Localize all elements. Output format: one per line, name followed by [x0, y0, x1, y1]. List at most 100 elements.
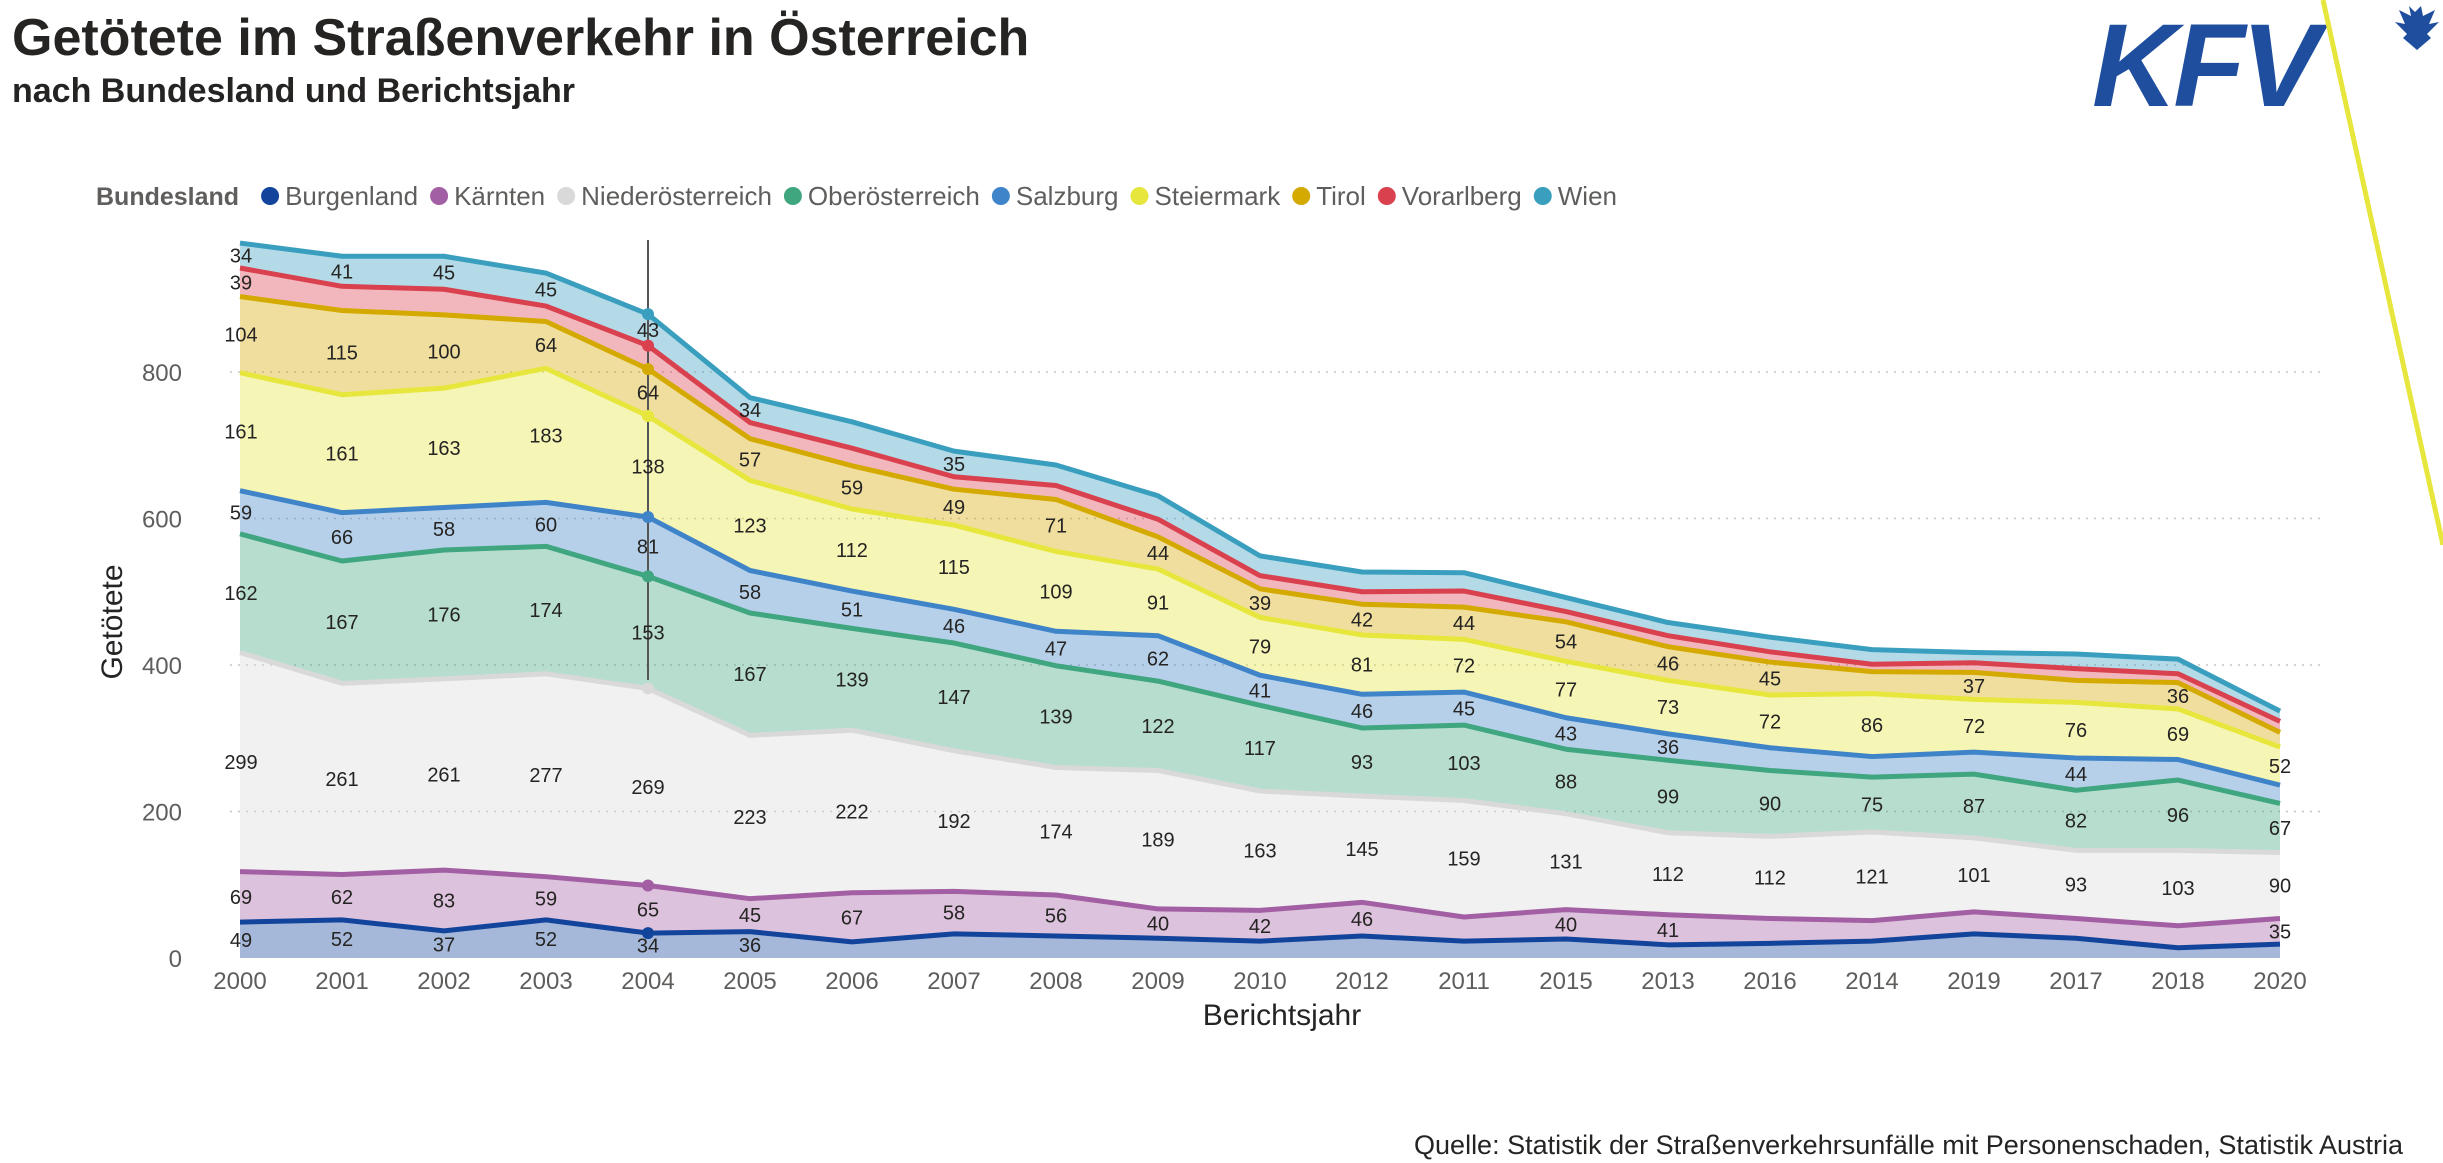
data-label-niederoesterreich: 159	[1447, 849, 1480, 871]
area-kaernten[interactable]	[240, 870, 2280, 948]
data-label-steiermark: 161	[325, 444, 358, 466]
data-label-niederoesterreich: 90	[2269, 875, 2291, 897]
data-label-kaernten: 62	[331, 887, 353, 909]
data-label-niederoesterreich: 121	[1855, 866, 1888, 888]
data-label-steiermark: 91	[1147, 592, 1169, 614]
area-steiermark[interactable]	[240, 368, 2280, 786]
data-label-salzburg: 58	[739, 582, 761, 604]
x-tick-label: 2001	[315, 968, 368, 995]
area-salzburg[interactable]	[240, 490, 2280, 804]
data-label-steiermark: 72	[1453, 656, 1475, 678]
legend-item-niederoesterreich[interactable]: Niederösterreich	[557, 181, 772, 211]
x-tick-label: 2004	[621, 968, 674, 995]
data-label-salzburg: 43	[1555, 723, 1577, 745]
data-label-salzburg: 46	[1351, 701, 1373, 723]
legend-item-kaernten[interactable]: Kärnten	[430, 181, 545, 211]
legend-item-tirol[interactable]: Tirol	[1292, 181, 1366, 211]
data-label-kaernten: 42	[1249, 916, 1271, 938]
data-label-burgenland: 37	[433, 934, 455, 956]
x-tick-label: 2000	[213, 968, 266, 995]
line-salzburg	[239, 488, 2281, 788]
legend-item-burgenland[interactable]: Burgenland	[261, 181, 418, 211]
data-label-wien: 34	[739, 400, 761, 422]
data-label-tirol: 71	[1045, 515, 1067, 537]
data-label-oberoesterreich: 174	[529, 600, 562, 622]
data-label-tirol: 42	[1351, 610, 1373, 632]
data-label-niederoesterreich: 103	[2161, 878, 2194, 900]
data-label-salzburg: 41	[1249, 680, 1271, 702]
kfv-logo-text: KFV	[2092, 0, 2328, 120]
data-label-kaernten: 65	[637, 899, 659, 921]
data-label-niederoesterreich: 269	[631, 777, 664, 799]
data-label-oberoesterreich: 153	[631, 622, 664, 644]
x-tick-label: 2012	[1335, 968, 1388, 995]
eagle-icon	[2395, 6, 2439, 50]
data-label-tirol: 49	[943, 497, 965, 519]
data-label-oberoesterreich: 96	[2167, 805, 2189, 827]
x-tick-label: 2008	[1029, 968, 1082, 995]
x-tick-label: 2014	[1845, 968, 1898, 995]
x-tick-label: 2013	[1641, 968, 1694, 995]
x-axis: 2000 2001 2002 2003 2004 2005 2006 2007 2008 2009…	[213, 968, 2306, 995]
legend-marker	[1377, 187, 1396, 205]
data-label-niederoesterreich: 145	[1345, 839, 1378, 861]
data-label-tirol: 44	[1147, 543, 1169, 565]
y-axis: 0 200 400 600 800	[142, 360, 182, 973]
line-wien	[239, 240, 2282, 714]
kfv-logo: KFV	[2092, 0, 2439, 120]
data-label-salzburg: 59	[230, 502, 252, 524]
data-label-tirol: 54	[1555, 632, 1577, 654]
data-label-steiermark: 52	[2269, 756, 2291, 778]
data-label-salzburg: 51	[841, 600, 863, 622]
x-tick-label: 2002	[417, 968, 470, 995]
x-tick-label: 2019	[1947, 968, 2000, 995]
legend-marker	[1130, 187, 1149, 205]
data-label-burgenland: 52	[535, 929, 557, 951]
hover-marker-niederoesterreich	[642, 682, 654, 695]
legend-item-steiermark[interactable]: Steiermark	[1130, 181, 1282, 211]
hover-marker-salzburg	[642, 511, 654, 524]
data-label-kaernten: 35	[2269, 921, 2291, 943]
data-label-kaernten: 69	[230, 887, 252, 909]
data-label-tirol: 104	[224, 325, 257, 347]
data-label-oberoesterreich: 99	[1657, 786, 1679, 808]
data-label-steiermark: 183	[529, 425, 562, 447]
data-label-oberoesterreich: 139	[1039, 707, 1072, 729]
data-label-oberoesterreich: 139	[835, 669, 868, 691]
hover-marker-tirol	[642, 363, 654, 376]
legend-label: Oberösterreich	[808, 181, 980, 211]
data-label-salzburg: 66	[331, 527, 353, 549]
data-label-burgenland: 34	[637, 936, 659, 958]
data-label-salzburg: 60	[535, 514, 557, 536]
data-label-niederoesterreich: 131	[1549, 852, 1582, 874]
legend-item-salzburg[interactable]: Salzburg	[991, 181, 1119, 211]
line-kaernten	[239, 867, 2281, 929]
data-label-oberoesterreich: 82	[2065, 810, 2087, 832]
data-label-tirol: 57	[739, 450, 761, 472]
y-tick-label: 400	[142, 653, 182, 680]
data-label-oberoesterreich: 75	[1861, 795, 1883, 817]
data-label-steiermark: 72	[1759, 711, 1781, 733]
data-label-salzburg: 46	[943, 616, 965, 638]
data-label-salzburg: 81	[637, 537, 659, 559]
x-tick-label: 2009	[1131, 968, 1184, 995]
data-label-oberoesterreich: 122	[1141, 716, 1174, 738]
data-label-steiermark: 81	[1351, 655, 1373, 677]
data-label-kaernten: 59	[535, 888, 557, 910]
data-labels: 49 52 37 52 34 36 69 62 83 59 65 45 67 58 56 40 42 46 40 41…	[224, 246, 2291, 958]
y-tick-label: 200	[142, 800, 182, 827]
data-label-steiermark: 79	[1249, 636, 1271, 658]
data-label-burgenland: 52	[331, 929, 353, 951]
legend-label: Burgenland	[285, 181, 418, 211]
data-label-niederoesterreich: 112	[1652, 864, 1684, 886]
data-label-kaernten: 58	[943, 903, 965, 925]
data-label-steiermark: 109	[1039, 581, 1072, 603]
area-burgenland[interactable]	[240, 919, 2280, 958]
area-niederoesterreich[interactable]	[240, 652, 2280, 926]
legend-item-vorarlberg[interactable]: Vorarlberg	[1377, 181, 1522, 211]
data-label-niederoesterreich: 223	[733, 807, 766, 829]
legend-item-oberoesterreich[interactable]: Oberösterreich	[783, 181, 980, 211]
legend-item-wien[interactable]: Wien	[1533, 181, 1617, 211]
legend-marker	[557, 187, 576, 205]
